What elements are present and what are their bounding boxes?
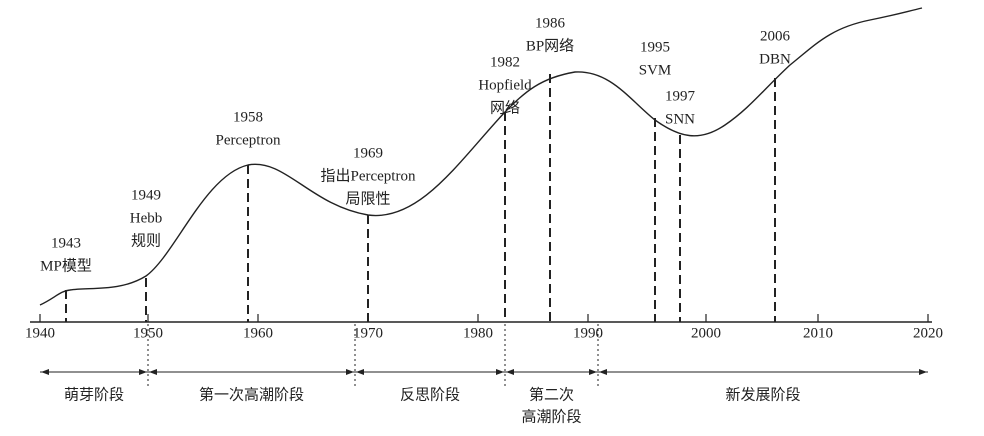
- event-label: MP模型: [40, 257, 92, 274]
- tick-label: 1980: [463, 325, 493, 341]
- event-year: 1943: [51, 235, 81, 251]
- event-label: BP网络: [526, 37, 574, 54]
- event-label: 网络: [490, 99, 520, 116]
- tick-label: 1960: [243, 325, 273, 341]
- phase-label: 反思阶段: [400, 386, 460, 404]
- event-label: 指出Perceptron: [321, 167, 416, 184]
- event-label: 局限性: [345, 190, 390, 207]
- event-year: 2006: [760, 28, 791, 44]
- event-label: DBN: [759, 51, 791, 67]
- event-label: 规则: [131, 232, 161, 249]
- phase-label: 新发展阶段: [725, 386, 800, 404]
- phase-label: 第一次高潮阶段: [199, 386, 304, 404]
- event-label: Hebb: [130, 210, 163, 226]
- event-year: 1958: [233, 109, 263, 125]
- phase-label: 萌芽阶段: [64, 386, 124, 404]
- tick-label: 1990: [573, 325, 603, 341]
- event-year: 1969: [353, 145, 383, 161]
- event-label: SNN: [665, 111, 695, 127]
- phase-label: 第二次: [529, 386, 574, 404]
- tick-label: 1970: [353, 325, 383, 341]
- event-year: 1995: [640, 39, 670, 55]
- event-year: 1949: [131, 187, 161, 203]
- trend-curve: [39, 7, 923, 306]
- event-year: 1982: [490, 54, 520, 70]
- event-label: Hopfield: [478, 77, 532, 93]
- tick-label: 2020: [913, 325, 943, 341]
- tick-label: 1950: [133, 325, 163, 341]
- event-label: Perceptron: [216, 132, 281, 148]
- event-year: 1986: [535, 15, 566, 31]
- event-year: 1997: [665, 88, 696, 104]
- tick-label: 2010: [803, 325, 833, 341]
- tick-label: 2000: [691, 325, 721, 341]
- event-label: SVM: [639, 62, 672, 78]
- tick-label: 1940: [25, 325, 55, 341]
- phase-label: 高潮阶段: [521, 408, 581, 426]
